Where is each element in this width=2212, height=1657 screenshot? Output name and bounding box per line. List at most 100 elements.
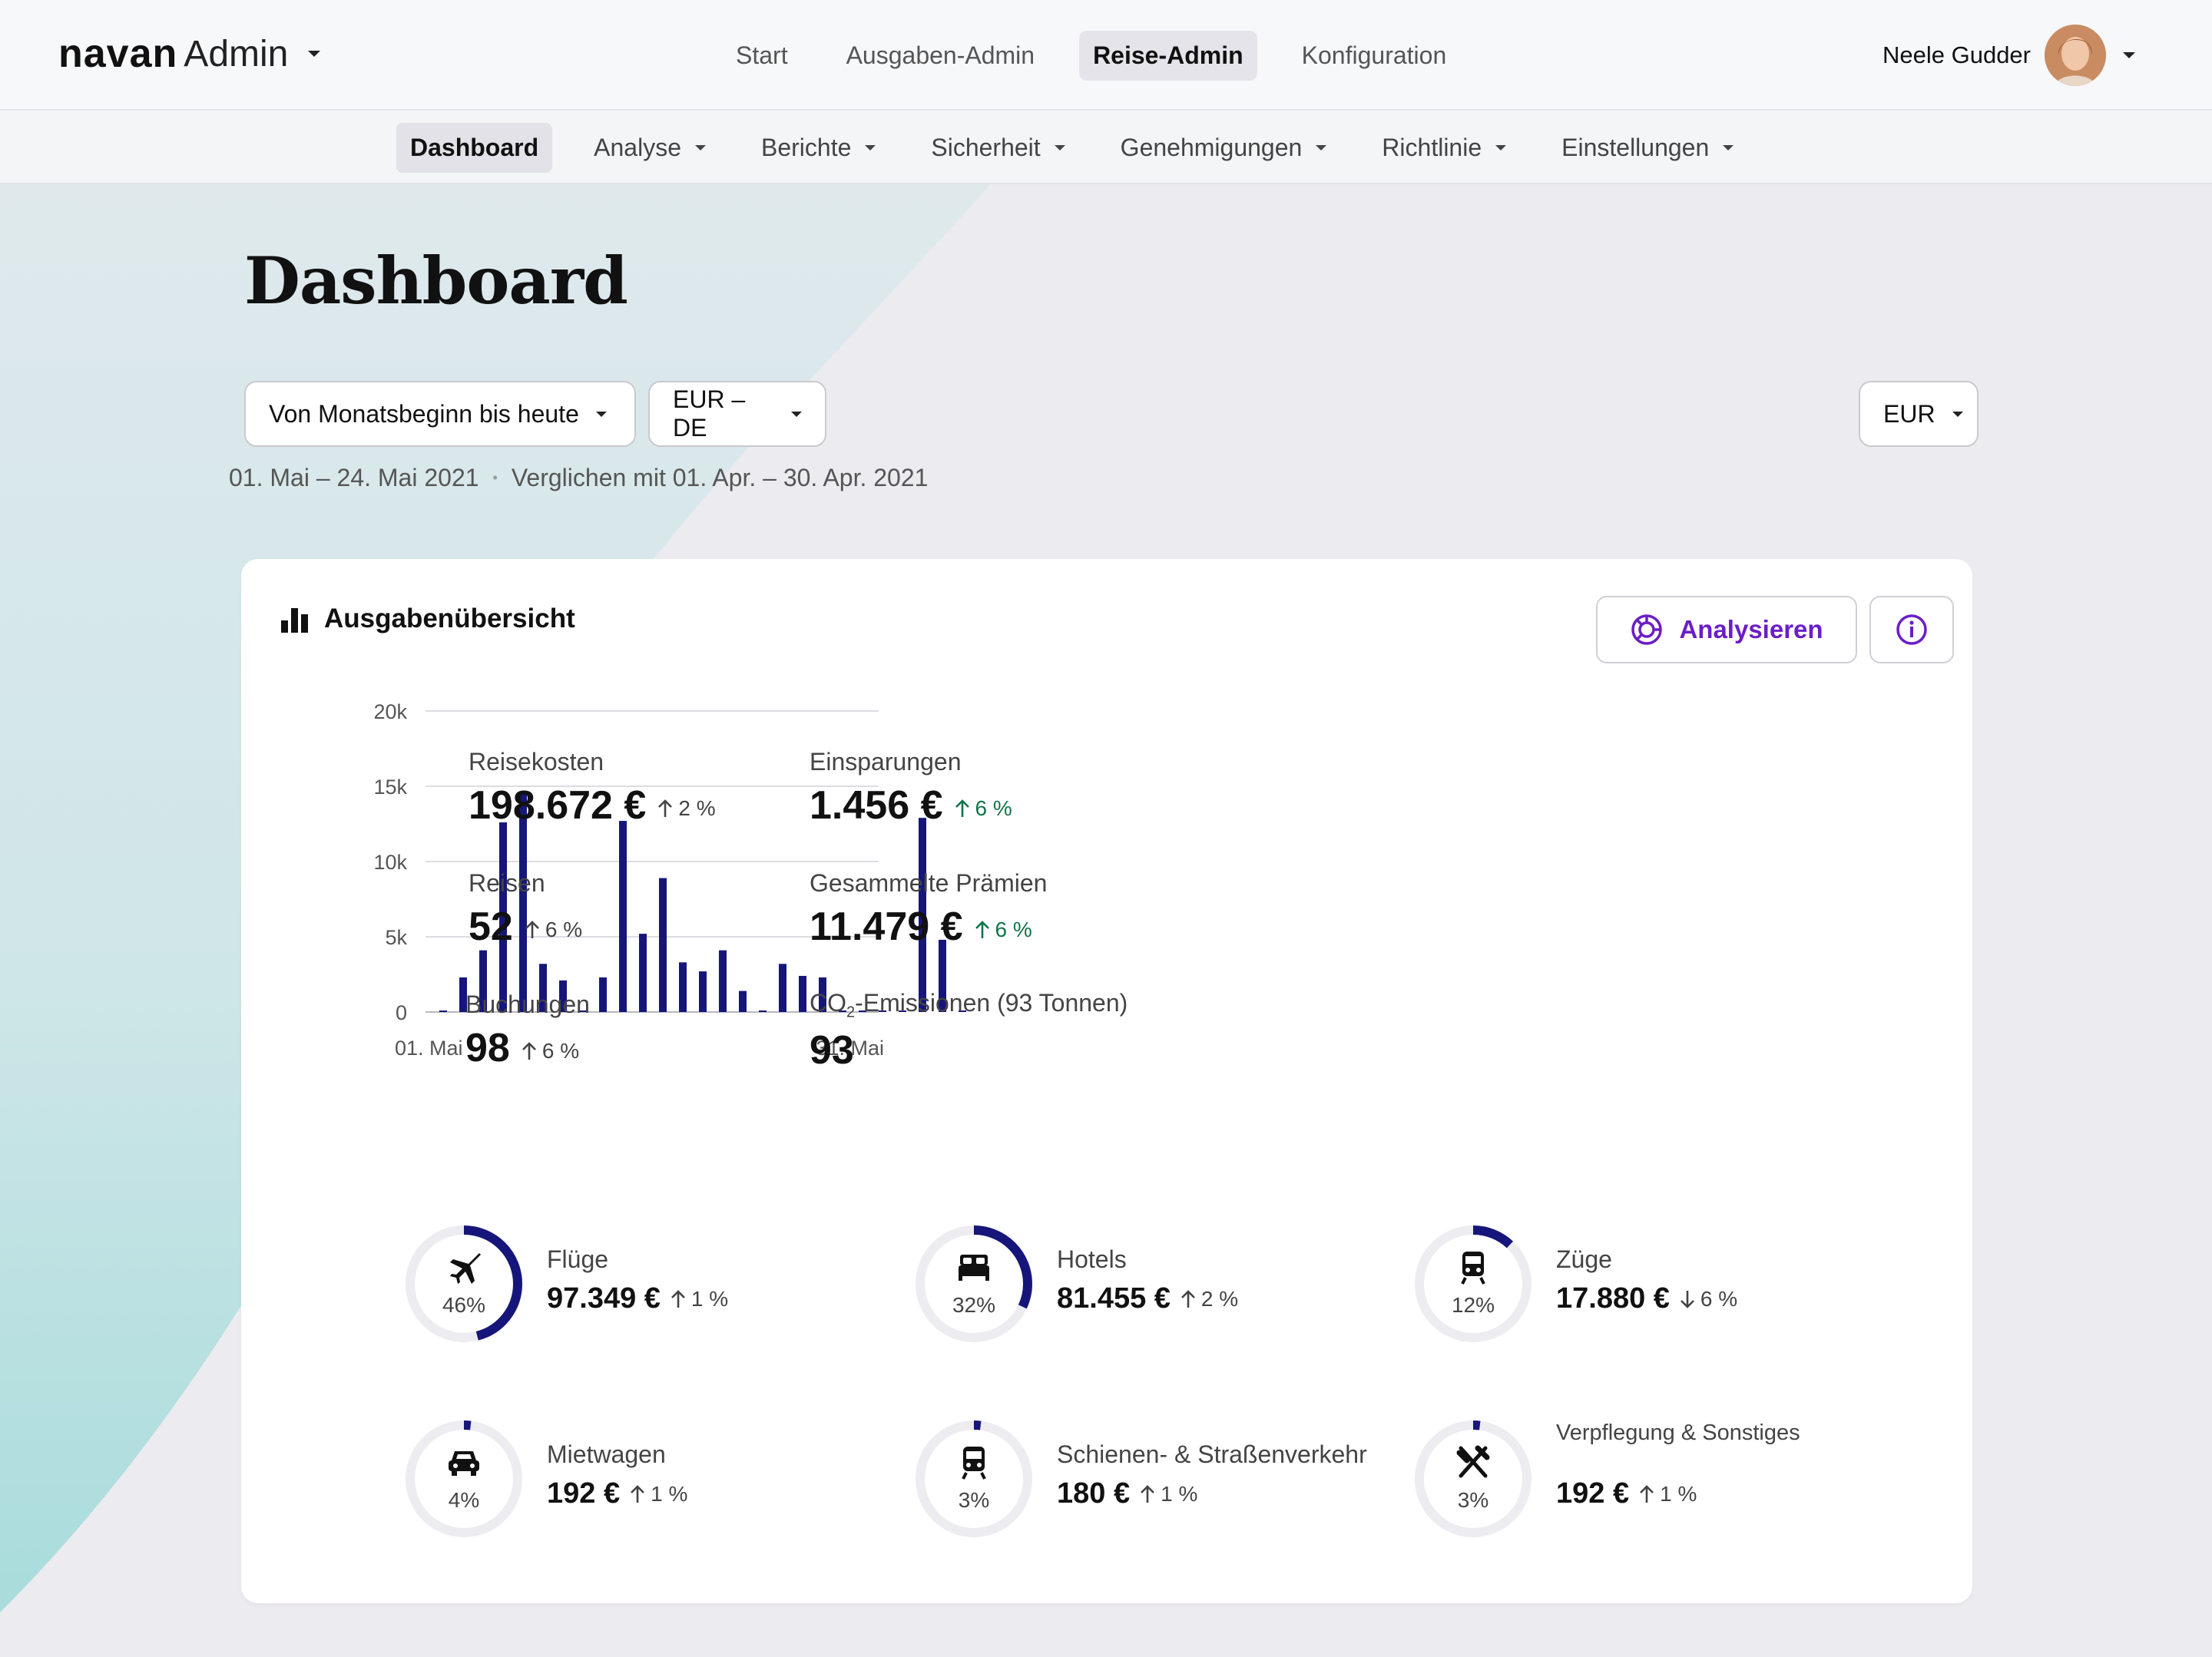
kpi-label: Reisen — [469, 869, 545, 897]
chart-bar[interactable] — [919, 818, 926, 1012]
category-value: 17.880 € — [1556, 1282, 1670, 1315]
category-delta: 1 % — [1638, 1482, 1697, 1507]
chevron-down-icon — [595, 411, 607, 417]
chevron-down-icon — [1723, 145, 1734, 150]
tab-settings[interactable]: Einstellungen — [1548, 123, 1747, 173]
share-percent: 12% — [1451, 1293, 1495, 1317]
kpi-delta: 6 % — [974, 918, 1032, 942]
category-name: Flüge — [547, 1245, 609, 1273]
chevron-down-icon — [694, 145, 706, 150]
nav-start[interactable]: Start — [736, 41, 788, 69]
chart-bar[interactable] — [459, 977, 467, 1012]
card-title: Ausgabenübersicht — [324, 604, 575, 633]
share-percent: 3% — [1457, 1488, 1489, 1512]
category-item[interactable]: 12% Züge 17.880 € 6 % — [1412, 1222, 1903, 1353]
kpi-value: 198.672 € — [469, 783, 647, 828]
nav-configuration[interactable]: Konfiguration — [1301, 41, 1447, 69]
chart-bar[interactable] — [939, 939, 946, 1012]
y-tick-label: 5k — [385, 926, 407, 949]
kpi-travel-cost: Reisekosten 198.672 € 2 % — [469, 748, 716, 828]
user-name: Neele Gudder — [1882, 41, 2031, 68]
chart-bar[interactable] — [779, 964, 786, 1012]
category-delta: 1 % — [670, 1287, 728, 1311]
chart-bar[interactable] — [719, 950, 727, 1012]
chart-bar[interactable] — [739, 991, 747, 1012]
arrow-up-icon — [955, 799, 969, 817]
chart-bar[interactable] — [679, 962, 687, 1012]
chart-bar[interactable] — [599, 977, 607, 1012]
category-item[interactable]: 4% Mietwagen 192 € 1 % — [402, 1417, 894, 1548]
tab-reports[interactable]: Berichte — [747, 123, 889, 173]
analyze-button[interactable]: Analysieren — [1596, 596, 1857, 663]
category-item[interactable]: 3% Verpflegung & Sonstiges 192 € 1 % — [1412, 1417, 1903, 1548]
chart-bar[interactable] — [799, 975, 806, 1012]
share-ring — [1415, 1225, 1532, 1342]
nav-expense-admin[interactable]: Ausgaben-Admin — [846, 41, 1035, 69]
chart-bar[interactable] — [819, 977, 826, 1012]
category-delta-value: 6 % — [1700, 1286, 1738, 1311]
tab-approvals[interactable]: Genehmigungen — [1107, 123, 1341, 173]
chart-bar[interactable] — [619, 821, 627, 1012]
chart-bar[interactable] — [439, 1010, 447, 1012]
co2-label-post: -Emissionen (93 Tonnen) — [855, 989, 1128, 1017]
locale-dropdown[interactable]: EUR – DE — [648, 381, 826, 447]
chart-bar[interactable] — [539, 964, 547, 1012]
chart-bar[interactable] — [659, 878, 667, 1012]
kpi-label: Gesammelte Prämien — [810, 869, 1048, 897]
category-item[interactable]: 32% Hotels 81.455 € 2 % — [912, 1222, 1404, 1353]
chart-bar[interactable] — [699, 971, 707, 1012]
currency-dropdown[interactable]: EUR — [1859, 381, 1979, 447]
train-icon — [1461, 1252, 1485, 1285]
logo-suffix: Admin — [184, 33, 289, 74]
category-delta: 6 % — [1679, 1287, 1737, 1311]
tab-security[interactable]: Sicherheit — [917, 123, 1078, 173]
info-button[interactable] — [1869, 596, 1954, 663]
kpi-label: Reisekosten — [469, 748, 604, 776]
nav-travel-admin[interactable]: Reise-Admin — [1079, 31, 1257, 81]
user-menu[interactable]: Neele Gudder — [1883, 25, 2135, 86]
tab-label: Berichte — [760, 134, 852, 161]
chart-bar[interactable] — [859, 1010, 866, 1012]
chart-bar[interactable] — [759, 1010, 767, 1012]
date-range-text: 01. Mai – 24. Mai 2021 — [229, 464, 479, 491]
kpi-delta-value: 2 % — [678, 796, 716, 820]
co2-label-pre: CO — [810, 989, 846, 1017]
chart-bar[interactable] — [879, 1010, 886, 1012]
bar-chart-icon — [281, 608, 308, 633]
kpi-bookings: Buchungen 98 6 % — [465, 991, 590, 1071]
chevron-down-icon — [308, 51, 321, 57]
chart-bar[interactable] — [639, 934, 647, 1012]
tab-policy[interactable]: Richtlinie — [1368, 123, 1520, 173]
category-value: 192 € — [547, 1477, 621, 1510]
kpi-value: 1.456 € — [810, 783, 943, 828]
kpi-value: 93 — [810, 1028, 854, 1073]
tab-dashboard[interactable]: Dashboard — [396, 123, 553, 173]
chart-bar[interactable] — [479, 950, 487, 1012]
category-value: 192 € — [1556, 1477, 1630, 1510]
category-delta-value: 1 % — [651, 1481, 688, 1506]
date-range-dropdown[interactable]: Von Monatsbeginn bis heute — [244, 381, 636, 447]
kpi-delta: 2 % — [657, 796, 716, 821]
chart-bar[interactable] — [899, 1010, 906, 1012]
tab-analyse[interactable]: Analyse — [580, 123, 720, 173]
dropdown-label: Von Monatsbeginn bis heute — [269, 399, 579, 428]
main-nav: Start Ausgaben-Admin Reise-Admin Konfigu… — [722, 31, 1460, 81]
avatar — [2045, 25, 2106, 86]
chart-bar[interactable] — [959, 1010, 966, 1012]
chart-bar[interactable] — [579, 1010, 587, 1012]
kpi-value: 11.479 € — [810, 905, 963, 949]
compare-text: Verglichen mit 01. Apr. – 30. Apr. 2021 — [511, 464, 929, 491]
share-arc — [406, 1421, 522, 1537]
chart-bar[interactable] — [519, 792, 527, 1012]
chevron-down-icon — [1495, 145, 1507, 150]
co2-label-sub: 2 — [846, 1004, 856, 1021]
chart-bar[interactable] — [839, 1010, 846, 1012]
arrow-up-icon — [1181, 1289, 1195, 1308]
chart-bar[interactable] — [499, 822, 507, 1012]
tab-label: Dashboard — [410, 134, 539, 161]
category-item[interactable]: 46% Flüge 97.349 € 1 % — [402, 1222, 894, 1353]
category-item[interactable]: 3% Schienen- & Straßenverkehr 180 € 1 % — [912, 1417, 1404, 1548]
chart-bar[interactable] — [559, 980, 567, 1012]
spend-chart: 20k 15k 10k 5k 0 01. Mai 31. Mai — [373, 700, 966, 1060]
app-switcher[interactable]: navan Admin — [58, 31, 321, 77]
